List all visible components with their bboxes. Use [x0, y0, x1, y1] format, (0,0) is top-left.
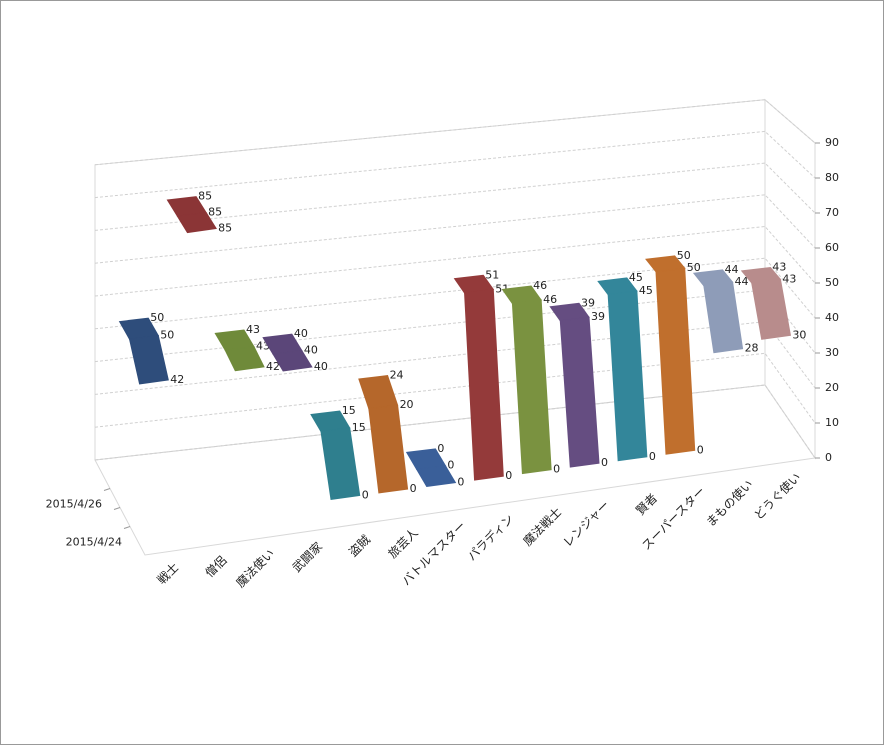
data-label: 0 [410, 482, 417, 495]
y-tick-label: 0 [825, 451, 832, 464]
depth-tick [103, 488, 111, 491]
ribbon [511, 299, 552, 475]
y-tick-label: 10 [825, 416, 839, 429]
data-label: 0 [447, 459, 454, 472]
data-label: 50 [687, 261, 701, 274]
y-tick-label: 40 [825, 311, 839, 324]
ribbon [272, 350, 313, 372]
data-label: 0 [457, 476, 464, 489]
ribbon [224, 346, 265, 372]
grid-line [94, 289, 816, 363]
depth-label: 2015/4/24 [66, 536, 122, 549]
ribbon [607, 290, 648, 462]
ribbon [176, 212, 217, 234]
y-tick-label: 90 [825, 136, 839, 149]
data-label: 0 [601, 456, 608, 469]
data-label: 30 [792, 328, 806, 341]
ribbon [415, 465, 457, 488]
data-label: 40 [294, 327, 308, 340]
ribbon [464, 288, 504, 481]
data-label: 44 [735, 275, 749, 288]
data-label: 45 [639, 284, 653, 297]
data-label: 28 [745, 342, 759, 355]
data-label: 51 [485, 268, 499, 281]
data-label: 85 [218, 222, 232, 235]
grid-line [94, 162, 816, 231]
depth-tick [123, 526, 131, 529]
data-label: 0 [697, 443, 704, 456]
data-label: 0 [437, 442, 444, 455]
y-tick-label: 30 [825, 346, 839, 359]
data-label: 39 [591, 310, 605, 323]
data-label: 50 [677, 249, 691, 262]
y-tick-label: 80 [825, 171, 839, 184]
ribbon [751, 278, 792, 340]
data-label: 85 [198, 190, 212, 203]
data-label: 46 [543, 293, 557, 306]
grid-line [94, 99, 816, 166]
data-label: 0 [553, 463, 560, 476]
ribbon [320, 427, 361, 500]
y-tick-label: 70 [825, 206, 839, 219]
depth-tick [113, 507, 121, 510]
data-label: 45 [629, 271, 643, 284]
data-label: 20 [400, 398, 414, 411]
data-label: 15 [342, 404, 356, 417]
data-label: 40 [314, 360, 328, 373]
data-label: 85 [208, 206, 222, 219]
y-tick-label: 50 [825, 276, 839, 289]
data-label: 50 [150, 311, 164, 324]
ribbon [703, 281, 744, 354]
ribbon [655, 267, 696, 455]
data-label: 43 [246, 323, 260, 336]
ribbon [559, 316, 600, 468]
depth-label: 2015/4/26 [46, 498, 102, 511]
y-tick-label: 60 [825, 241, 839, 254]
data-label: 42 [170, 373, 184, 386]
data-label: 0 [505, 469, 512, 482]
data-label: 43 [782, 272, 796, 285]
ribbon [368, 404, 409, 494]
data-label: 44 [725, 263, 739, 276]
data-label: 0 [362, 489, 369, 502]
data-label: 24 [390, 369, 404, 382]
y-tick-label: 20 [825, 381, 839, 394]
ribbon [128, 335, 169, 385]
data-label: 42 [266, 360, 280, 373]
data-label: 0 [649, 450, 656, 463]
data-label: 40 [304, 344, 318, 357]
grid-line [94, 352, 816, 428]
grid-line [94, 194, 816, 264]
data-label: 50 [160, 329, 174, 342]
data-label: 39 [581, 296, 595, 309]
grid-line [94, 257, 816, 330]
data-label: 43 [772, 260, 786, 273]
data-label: 46 [533, 279, 547, 292]
data-label: 15 [352, 421, 366, 434]
